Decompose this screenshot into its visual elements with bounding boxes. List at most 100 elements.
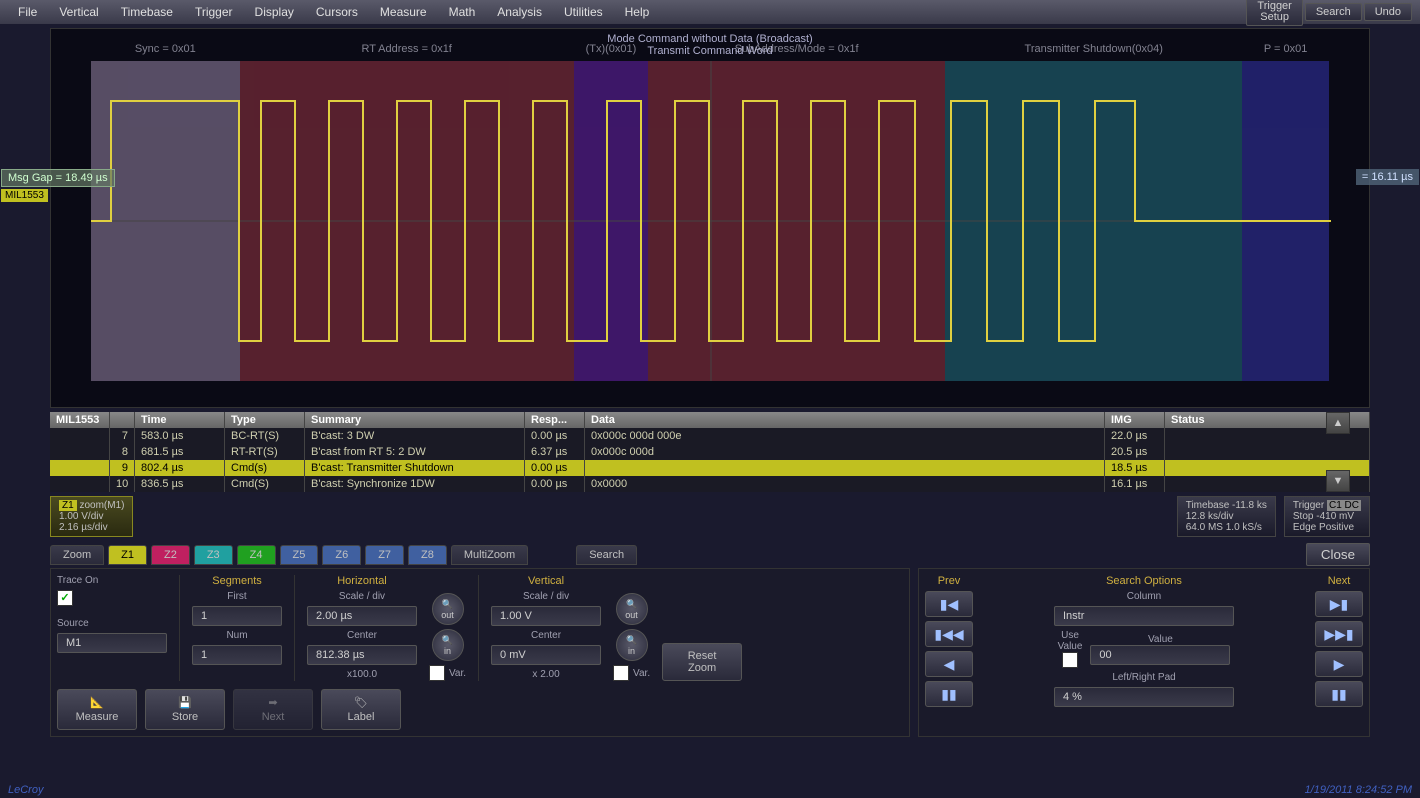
column-input[interactable] (1054, 606, 1234, 626)
menu-cursors[interactable]: Cursors (306, 2, 368, 22)
v-center-input[interactable] (491, 645, 601, 665)
col-resp[interactable]: Resp... (525, 412, 585, 428)
table-row[interactable]: 7583.0 µsBC-RT(S)B'cast: 3 DW0.00 µs0x00… (50, 428, 1370, 444)
next-pause-button[interactable]: ▮▮ (1315, 681, 1363, 707)
tab-z3[interactable]: Z3 (194, 545, 233, 565)
overlay-label: Transmitter Shutdown(0x04) (945, 43, 1242, 55)
trigger-setup-button[interactable]: Trigger Setup (1246, 0, 1302, 26)
table-header: MIL1553 Time Type Summary Resp... Data I… (50, 412, 1370, 428)
search-panel: Prev ▮◀ ▮◀◀ ◀ ▮▮ Search Options Column U… (918, 568, 1370, 737)
first-input[interactable] (192, 606, 282, 626)
next-step-button[interactable]: ▶ (1315, 651, 1363, 677)
tab-z1[interactable]: Z1 (108, 545, 147, 565)
horizontal-title: Horizontal (337, 575, 387, 587)
leftright-input[interactable] (1054, 687, 1234, 707)
next-button[interactable]: ➡Next (233, 689, 313, 730)
col-proto[interactable]: MIL1553 (50, 412, 110, 428)
prev-title: Prev (938, 575, 961, 587)
use-value-checkbox[interactable] (1062, 652, 1078, 668)
reset-zoom-button[interactable]: Reset Zoom (662, 643, 742, 681)
menu-vertical[interactable]: Vertical (49, 2, 108, 22)
menu-timebase[interactable]: Timebase (111, 2, 183, 22)
prev-fast-button[interactable]: ▮◀◀ (925, 621, 973, 647)
tab-z6[interactable]: Z6 (322, 545, 361, 565)
h-var-checkbox[interactable] (429, 665, 445, 681)
waveform-trace (91, 61, 1331, 381)
timestamp-label: 1/19/2011 8:24:52 PM (1305, 784, 1412, 796)
v-var-checkbox[interactable] (613, 665, 629, 681)
menu-analysis[interactable]: Analysis (487, 2, 552, 22)
mil1553-tag: MIL1553 (1, 189, 48, 202)
col-data[interactable]: Data (585, 412, 1105, 428)
tab-z4[interactable]: Z4 (237, 545, 276, 565)
tab-z2[interactable]: Z2 (151, 545, 190, 565)
footer: LeCroy 1/19/2011 8:24:52 PM (8, 784, 1412, 796)
menu-math[interactable]: Math (439, 2, 486, 22)
next-title: Next (1328, 575, 1351, 587)
undo-button[interactable]: Undo (1364, 3, 1412, 21)
next-fast-button[interactable]: ▶▶▮ (1315, 621, 1363, 647)
status-row: Z1 zoom(M1) 1.00 V/div2.16 µs/div Timeba… (50, 496, 1370, 537)
num-input[interactable] (192, 645, 282, 665)
menu-trigger[interactable]: Trigger (185, 2, 243, 22)
tab-z7[interactable]: Z7 (365, 545, 404, 565)
v-zoom-in-button[interactable]: 🔍in (616, 629, 648, 661)
h-zoom-in-button[interactable]: 🔍in (432, 629, 464, 661)
col-img[interactable]: IMG (1105, 412, 1165, 428)
label-button[interactable]: 🏷Label (321, 689, 401, 730)
column-label: Column (1127, 591, 1161, 602)
close-button[interactable]: Close (1306, 543, 1370, 566)
v-scale-input[interactable] (491, 606, 601, 626)
right-time-tag: = 16.11 µs (1356, 169, 1419, 185)
use-value-label: Use Value (1058, 630, 1083, 652)
menubar: File Vertical Timebase Trigger Display C… (0, 0, 1420, 24)
h-zoom-out-button[interactable]: 🔍out (432, 593, 464, 625)
trace-on-label: Trace On (57, 575, 98, 586)
trigger-status-box[interactable]: Trigger C1 DC Stop -410 mV Edge Positive (1284, 496, 1370, 537)
table-row[interactable]: 10836.5 µsCmd(S)B'cast: Synchronize 1DW0… (50, 476, 1370, 492)
menu-utilities[interactable]: Utilities (554, 2, 613, 22)
v-mul-label: x 2.00 (532, 669, 559, 680)
menu-file[interactable]: File (8, 2, 47, 22)
menu-help[interactable]: Help (615, 2, 660, 22)
trace-on-checkbox[interactable] (57, 590, 73, 606)
store-icon: 💾 (178, 696, 192, 709)
next-icon: ➡ (268, 696, 277, 709)
menu-measure[interactable]: Measure (370, 2, 437, 22)
h-scale-label: Scale / div (339, 591, 385, 602)
tab-zoom[interactable]: Zoom (50, 545, 104, 565)
col-type[interactable]: Type (225, 412, 305, 428)
col-summary[interactable]: Summary (305, 412, 525, 428)
v-zoom-out-button[interactable]: 🔍out (616, 593, 648, 625)
tab-multizoom[interactable]: MultiZoom (451, 545, 528, 565)
value-input[interactable] (1090, 645, 1230, 665)
h-center-label: Center (347, 630, 377, 641)
source-input[interactable] (57, 633, 167, 653)
prev-pause-button[interactable]: ▮▮ (925, 681, 973, 707)
waveform-display[interactable]: Mode Command without Data (Broadcast) Tr… (50, 28, 1370, 408)
tab-z8[interactable]: Z8 (408, 545, 447, 565)
leftright-label: Left/Right Pad (1112, 672, 1175, 683)
zoom-tabs: Zoom Z1 Z2 Z3 Z4 Z5 Z6 Z7 Z8 MultiZoom S… (50, 543, 1370, 566)
h-scale-input[interactable] (307, 606, 417, 626)
next-last-button[interactable]: ▶▮ (1315, 591, 1363, 617)
store-button[interactable]: 💾Store (145, 689, 225, 730)
menu-display[interactable]: Display (245, 2, 304, 22)
table-row[interactable]: 9802.4 µsCmd(s)B'cast: Transmitter Shutd… (50, 460, 1370, 476)
z1-status-box[interactable]: Z1 zoom(M1) 1.00 V/div2.16 µs/div (50, 496, 133, 537)
timebase-status-box[interactable]: Timebase -11.8 ks 12.8 ks/div 64.0 MS 1.… (1177, 496, 1276, 537)
overlay-label: SubAddress/Mode = 0x1f (648, 43, 945, 55)
overlay-label: (Tx)(0x01) (574, 43, 648, 55)
prev-first-button[interactable]: ▮◀ (925, 591, 973, 617)
h-center-input[interactable] (307, 645, 417, 665)
table-row[interactable]: 8681.5 µsRT-RT(S)B'cast from RT 5: 2 DW6… (50, 444, 1370, 460)
prev-step-button[interactable]: ◀ (925, 651, 973, 677)
scroll-up-button[interactable]: ▲ (1326, 412, 1350, 434)
tab-search[interactable]: Search (576, 545, 637, 565)
tab-z5[interactable]: Z5 (280, 545, 319, 565)
v-scale-label: Scale / div (523, 591, 569, 602)
search-button[interactable]: Search (1305, 3, 1362, 21)
col-time[interactable]: Time (135, 412, 225, 428)
scroll-down-button[interactable]: ▼ (1326, 470, 1350, 492)
measure-button[interactable]: 📐Measure (57, 689, 137, 730)
